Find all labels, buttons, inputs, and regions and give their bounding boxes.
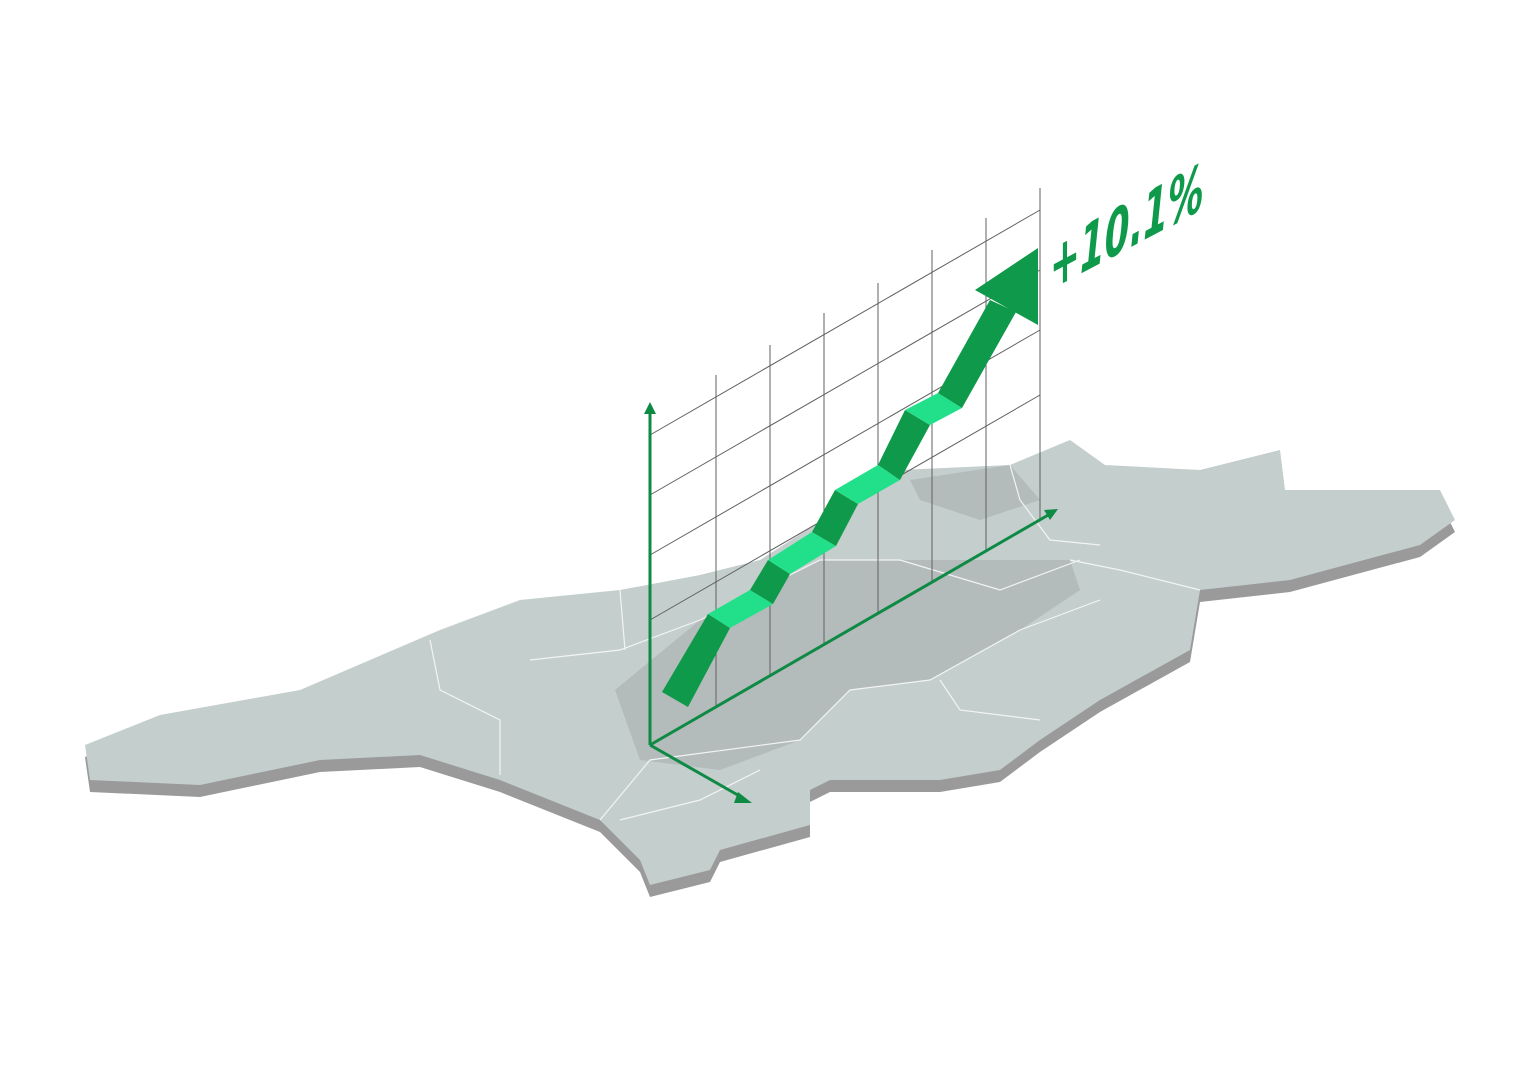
z-axis-arrow-icon	[734, 792, 752, 803]
chart-axes	[644, 402, 1058, 803]
x-axis	[649, 512, 1051, 747]
z-axis	[649, 743, 744, 800]
grid-line	[649, 209, 1041, 436]
x-axis-arrow-icon	[1044, 509, 1058, 520]
y-axis-arrow-icon	[644, 402, 656, 414]
arrow-head-icon	[975, 248, 1038, 325]
map-shaded-region	[910, 465, 1040, 520]
grid-line	[649, 269, 1041, 496]
growth-arrow	[662, 248, 1038, 707]
region-borders	[429, 464, 1201, 821]
growth-percentage-label: +10.1%	[1050, 150, 1204, 306]
